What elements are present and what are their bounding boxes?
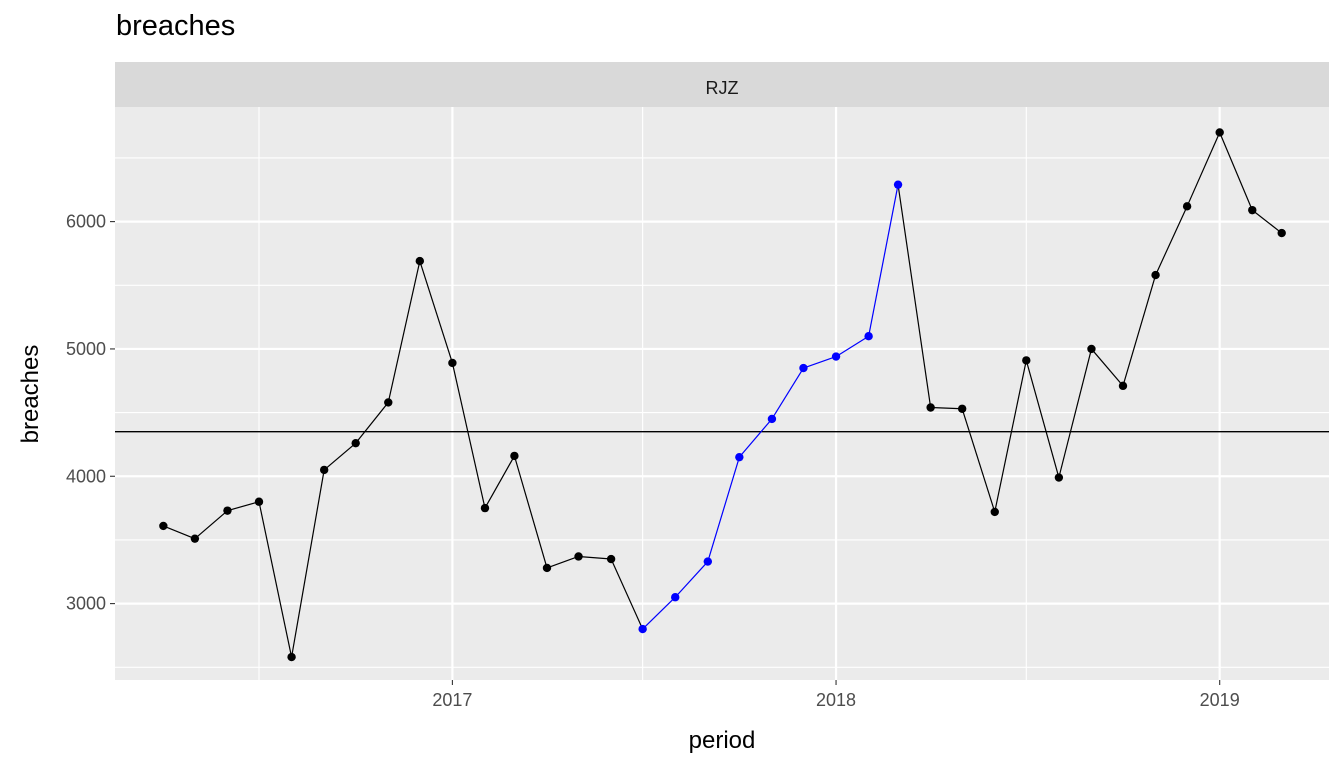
data-point: [415, 256, 425, 266]
data-point: [510, 451, 519, 461]
line-segment: [642, 596, 676, 630]
data-point: [1215, 128, 1224, 137]
y-tick-label: 6000: [66, 212, 106, 232]
data-point: [990, 507, 999, 517]
line-segment: [227, 501, 260, 512]
data-point: [671, 593, 680, 602]
x-axis-title: period: [689, 727, 756, 754]
data-point: [254, 497, 264, 506]
data-point: [1151, 270, 1160, 280]
line-segment: [1219, 132, 1253, 211]
data-point: [767, 414, 777, 424]
line-segment: [1090, 348, 1124, 387]
data-point: [480, 503, 490, 513]
plot-panel: [115, 107, 1329, 680]
line-segment: [961, 408, 996, 513]
data-point: [1054, 473, 1064, 482]
data-point: [831, 352, 841, 361]
data-point: [799, 363, 808, 373]
line-segment: [578, 555, 612, 560]
line-segment: [387, 260, 421, 403]
y-axis-title: breaches: [17, 345, 44, 444]
x-tick-label: 2018: [816, 690, 856, 710]
line-segment: [1186, 132, 1221, 207]
line-segment: [258, 501, 293, 658]
chart-title: breaches: [116, 10, 236, 42]
data-point: [1182, 202, 1192, 211]
data-point: [223, 506, 232, 515]
data-point: [893, 180, 903, 189]
line-segment: [674, 561, 709, 598]
data-point: [542, 563, 552, 573]
line-segment: [897, 184, 932, 408]
series-lines: [163, 132, 1283, 658]
line-segment: [163, 525, 196, 540]
line-segment: [546, 555, 579, 569]
y-tick-label: 5000: [66, 339, 106, 359]
data-point: [351, 438, 360, 448]
data-point: [574, 552, 583, 561]
data-point: [864, 332, 873, 341]
y-axis: 3000 4000 5000 6000: [66, 212, 115, 614]
line-segment: [868, 184, 899, 337]
line-segment: [610, 558, 644, 630]
x-tick-label: 2019: [1200, 690, 1240, 710]
y-tick-label: 3000: [66, 594, 106, 614]
data-point: [448, 358, 457, 368]
minor-gridlines: [115, 107, 1329, 680]
line-segment: [419, 260, 453, 364]
data-point: [1022, 356, 1031, 365]
line-segment: [835, 335, 869, 358]
line-segment: [290, 469, 325, 658]
line-segment: [994, 360, 1027, 513]
y-tick-label: 4000: [66, 466, 106, 486]
data-point: [319, 465, 329, 475]
line-segment: [451, 362, 486, 509]
data-point: [703, 557, 713, 566]
line-segment: [930, 406, 963, 410]
series-points: [159, 128, 1286, 662]
line-segment: [1058, 348, 1093, 478]
data-point: [926, 403, 935, 412]
line-segment: [323, 442, 357, 471]
line-segment: [771, 367, 804, 420]
x-axis: 2017 2018 2019: [432, 680, 1240, 710]
line-segment: [1025, 360, 1060, 478]
data-point: [638, 624, 647, 634]
line-segment: [803, 356, 837, 369]
data-point: [606, 554, 616, 564]
data-point: [1277, 228, 1286, 238]
data-point: [159, 521, 168, 531]
facet-label: RJZ: [706, 78, 739, 98]
line-segment: [355, 402, 389, 444]
data-point: [190, 534, 200, 543]
line-segment: [707, 456, 740, 562]
data-point: [1087, 344, 1096, 354]
x-tick-label: 2017: [432, 690, 472, 710]
strip-background: [115, 62, 1329, 107]
line-segment: [1122, 274, 1157, 387]
data-point: [384, 398, 393, 407]
line-segment: [738, 418, 773, 458]
data-point: [735, 452, 744, 462]
line-segment: [1251, 209, 1283, 234]
line-segment: [1155, 206, 1188, 276]
line-segment: [194, 510, 228, 540]
data-point: [1118, 381, 1128, 391]
data-point: [1248, 205, 1257, 215]
data-point: [957, 404, 967, 413]
data-point: [287, 652, 296, 662]
major-gridlines: [115, 107, 1329, 680]
line-segment: [513, 455, 548, 569]
line-segment: [484, 455, 515, 509]
